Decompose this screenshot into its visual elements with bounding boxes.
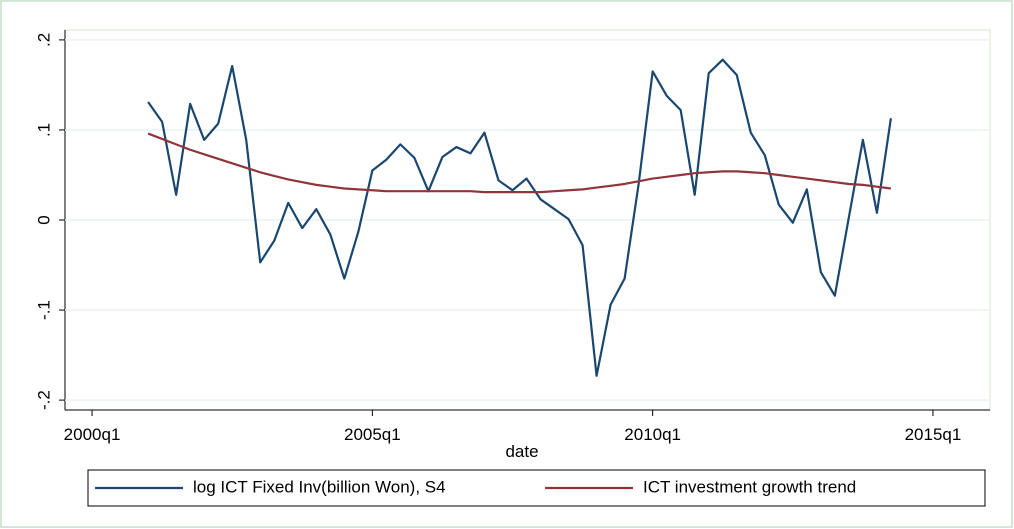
y-tick-label: .1 (34, 123, 53, 137)
x-axis-title: date (505, 442, 538, 461)
x-tick-label: 2000q1 (64, 425, 121, 444)
y-tick-label: .2 (34, 33, 53, 47)
legend-label: ICT investment growth trend (643, 477, 856, 496)
legend (87, 469, 986, 507)
y-tick-label: -.2 (34, 390, 53, 410)
y-tick-label: 0 (34, 215, 53, 224)
x-tick-label: 2015q1 (905, 425, 962, 444)
series-line (147, 132, 892, 194)
y-tick-label: -.1 (34, 300, 53, 320)
series-line (147, 58, 892, 377)
x-tick-label: 2010q1 (624, 425, 681, 444)
legend-label: log ICT Fixed Inv(billion Won), S4 (193, 477, 446, 496)
x-tick-label: 2005q1 (344, 425, 401, 444)
